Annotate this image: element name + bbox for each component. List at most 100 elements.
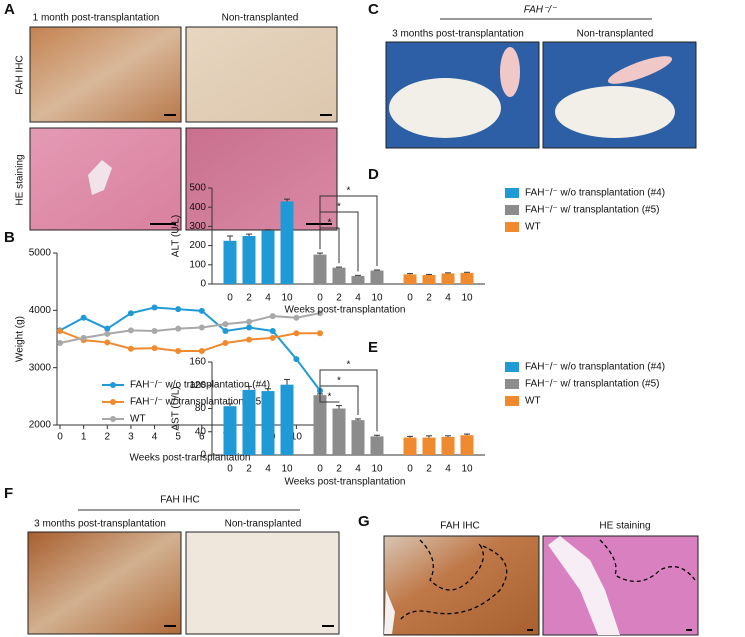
legend-marker — [110, 399, 116, 405]
x-tick-label: 2 — [246, 293, 252, 304]
y-tick-label: 3000 — [29, 362, 52, 373]
legend-swatch — [505, 188, 519, 198]
vessel — [88, 160, 112, 195]
scale-bars — [150, 114, 332, 225]
y-tick-label: 40 — [195, 426, 207, 437]
column-header: 3 months post-transplantation — [34, 519, 166, 530]
marker — [198, 324, 205, 331]
x-tick-label: 0 — [317, 293, 323, 304]
bar — [460, 435, 474, 455]
marker — [222, 340, 229, 347]
marker — [57, 327, 63, 334]
significance-label: * — [347, 360, 351, 371]
significance-bracket — [319, 389, 340, 403]
bar — [422, 274, 436, 284]
bar — [280, 201, 294, 284]
marker — [80, 314, 87, 321]
bar — [370, 270, 384, 284]
group-header: FAH⁻/⁻ — [524, 5, 557, 16]
significance-label: * — [347, 186, 351, 197]
legend-swatch — [505, 396, 519, 406]
panel-label: E — [368, 339, 378, 356]
legend-label: WT — [130, 414, 146, 425]
column-header: FAH IHC — [440, 521, 479, 532]
y-tick-label: 500 — [189, 183, 206, 194]
bar — [280, 384, 294, 455]
rabbit-ear — [607, 56, 673, 84]
legend-label: FAH⁻/⁻ w/o transplantation (#4) — [130, 380, 270, 391]
x-axis-label: Weeks post-transplantation — [285, 305, 406, 316]
x-tick-label: 10 — [371, 293, 383, 304]
line — [59, 312, 321, 344]
bar — [223, 240, 237, 284]
bar — [332, 408, 346, 455]
x-tick-label: 10 — [281, 293, 293, 304]
y-tick-label: 0 — [200, 279, 206, 290]
bar — [351, 420, 365, 455]
rabbit-ear — [500, 47, 520, 97]
significance-bracket — [319, 195, 378, 266]
bar — [242, 236, 256, 284]
bar — [332, 267, 346, 284]
x-tick-label: 4 — [445, 464, 451, 475]
x-tick-label: 10 — [291, 432, 303, 443]
marker — [104, 325, 111, 332]
y-axis-label: ALT (U/L) — [171, 215, 182, 257]
marker — [293, 330, 300, 337]
marker — [293, 314, 300, 321]
bar — [370, 436, 384, 455]
marker — [57, 340, 63, 347]
marker — [175, 325, 182, 332]
bar — [313, 254, 327, 284]
bar — [441, 273, 455, 284]
legend-label: WT — [525, 396, 541, 407]
micrograph — [383, 535, 540, 636]
y-tick-label: 100 — [189, 259, 206, 270]
bar — [441, 436, 455, 455]
x-tick-label: 2 — [336, 464, 342, 475]
marker — [269, 327, 276, 334]
micrograph — [185, 531, 340, 635]
y-tick-label: 80 — [195, 403, 207, 414]
panel-label: D — [368, 166, 379, 183]
legend-swatch — [505, 205, 519, 215]
y-axis-label: Weight (g) — [15, 316, 26, 362]
legend-label: FAH⁻/⁻ w/ transplantation (#5) — [130, 397, 265, 408]
marker — [293, 356, 300, 363]
bar — [403, 437, 417, 455]
legend-marker — [110, 416, 116, 422]
column-header: 3 months post-transplantation — [392, 29, 524, 40]
panel-label: F — [4, 485, 13, 502]
bar — [261, 391, 275, 455]
x-tick-label: 10 — [371, 464, 383, 475]
bar — [403, 274, 417, 284]
marker — [222, 321, 229, 328]
x-tick-label: 4 — [355, 293, 361, 304]
marker — [246, 318, 253, 325]
column-header: 1 month post-transplantation — [33, 13, 160, 24]
significance-label: * — [337, 202, 341, 213]
marker — [104, 330, 111, 337]
panel-label: C — [368, 1, 379, 18]
significance-label: * — [328, 218, 332, 229]
y-tick-label: 200 — [189, 240, 206, 251]
bar — [313, 395, 327, 455]
marker — [246, 336, 253, 343]
legend-marker — [110, 382, 116, 388]
marker — [127, 327, 134, 334]
x-tick-label: 2 — [426, 464, 432, 475]
marker — [198, 307, 205, 314]
significance-bracket — [319, 369, 378, 432]
bar — [261, 230, 275, 284]
row-header: HE staining — [15, 154, 26, 205]
marker — [151, 304, 158, 311]
x-tick-label: 10 — [281, 464, 293, 475]
x-tick-label: 0 — [57, 432, 63, 443]
significance-label: * — [337, 376, 341, 387]
background — [548, 536, 620, 635]
line — [59, 330, 320, 353]
y-tick-label: 400 — [189, 202, 206, 213]
x-tick-label: 0 — [317, 464, 323, 475]
micrograph — [29, 26, 182, 123]
marker — [269, 334, 276, 341]
